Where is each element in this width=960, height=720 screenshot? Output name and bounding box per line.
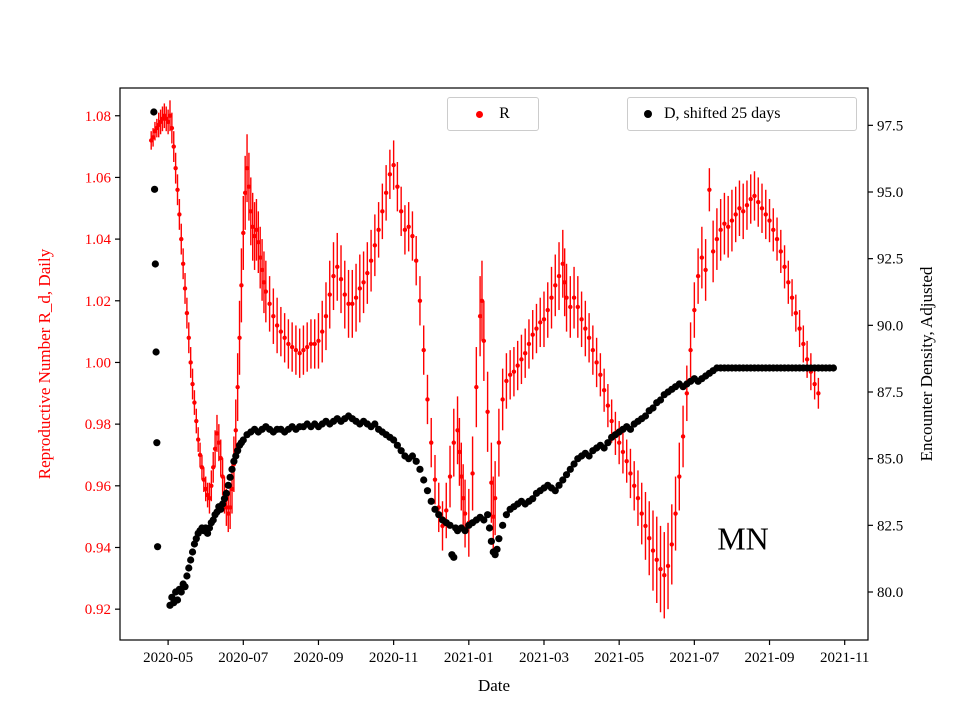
x-tick-label: 2021-03 <box>519 650 569 666</box>
x-axis-label: Date <box>477 676 511 695</box>
y-axis-label-right: Encounter Density, Adjusted <box>917 266 936 462</box>
d-series <box>150 108 838 609</box>
legend-d-label: D, shifted 25 days <box>664 105 781 122</box>
x-tick-label: 2021-01 <box>444 650 494 666</box>
y-axis-label-left: Reproductive Number R_d, Daily <box>35 248 54 480</box>
y-tick-label-right: 90.0 <box>877 318 903 334</box>
y-tick-label-right: 87.5 <box>877 385 903 401</box>
x-tick-label: 2020-07 <box>218 650 268 666</box>
r-series <box>148 100 821 619</box>
x-axis-ticks: 2020-05 2020-07 2020-09 2020-11 2021-01 2021-… <box>143 640 869 666</box>
y-tick-label-left: 1.04 <box>85 232 112 248</box>
x-tick-label: 2021-07 <box>669 650 719 666</box>
plot-frame <box>119 87 869 641</box>
y-axis-ticks-left: 0.92 0.94 0.96 0.98 1.00 1.02 1.04 1.06 1.08 <box>85 109 120 618</box>
x-tick-label: 2020-11 <box>369 650 418 666</box>
y-tick-label-left: 1.08 <box>85 109 111 125</box>
r-series-marker-icon <box>476 110 484 118</box>
x-tick-label: 2021-11 <box>820 650 869 666</box>
y-tick-label-right: 92.5 <box>877 252 903 268</box>
y-tick-label-left: 1.06 <box>85 170 112 186</box>
y-tick-label-left: 0.92 <box>85 602 111 618</box>
state-annotation: MN <box>717 520 769 557</box>
y-tick-label-left: 0.94 <box>85 540 112 556</box>
y-tick-label-left: 1.00 <box>85 355 111 371</box>
x-tick-label: 2021-05 <box>594 650 644 666</box>
x-tick-label: 2020-09 <box>293 650 343 666</box>
legend-d: D, shifted 25 days <box>627 97 857 131</box>
y-tick-label-right: 80.0 <box>877 585 903 601</box>
x-tick-label: 2021-09 <box>745 650 795 666</box>
y-tick-label-right: 95.0 <box>877 185 903 201</box>
y-axis-ticks-right: 80.0 82.5 85.0 87.5 90.0 92.5 95.0 97.5 <box>868 118 903 601</box>
legend-r: R <box>447 97 539 131</box>
y-tick-label-right: 82.5 <box>877 518 903 534</box>
y-tick-label-left: 0.96 <box>85 479 112 495</box>
d-series-marker-icon <box>644 110 652 118</box>
legend-r-label: R <box>499 105 510 122</box>
y-tick-label-right: 85.0 <box>877 452 903 468</box>
x-tick-label: 2020-05 <box>143 650 193 666</box>
y-tick-label-right: 97.5 <box>877 118 903 134</box>
y-tick-label-left: 1.02 <box>85 294 111 310</box>
y-tick-label-left: 0.98 <box>85 417 111 433</box>
